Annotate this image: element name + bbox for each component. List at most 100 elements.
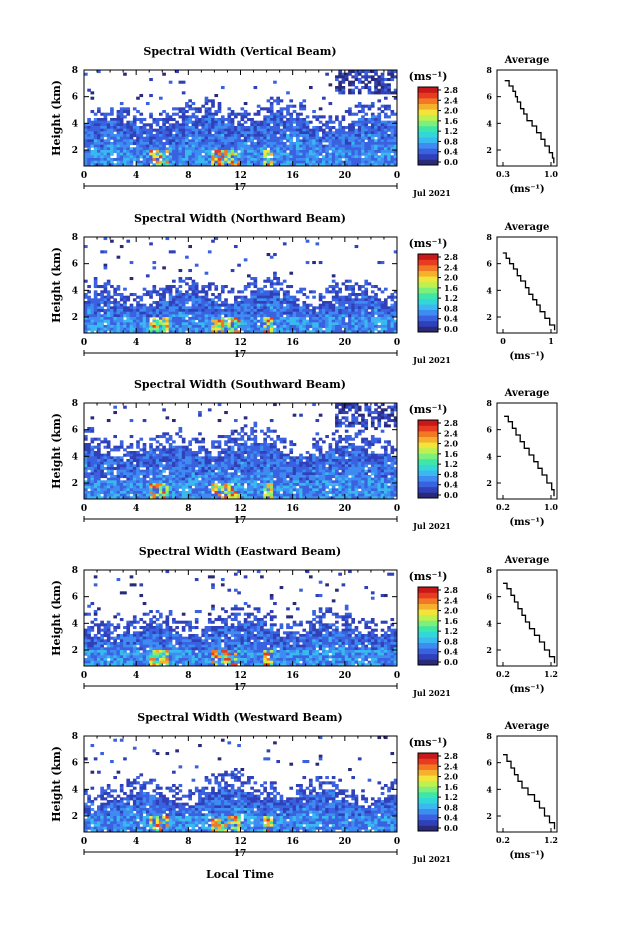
heatmap-cell: [204, 456, 209, 460]
heatmap-cell: [299, 330, 303, 334]
heatmap-cell: [204, 144, 209, 148]
heatmap-cell: [230, 163, 235, 167]
heatmap-cell: [253, 131, 258, 135]
heatmap-cell: [136, 163, 140, 167]
heatmap-cell: [276, 147, 281, 151]
heatmap-cell: [282, 325, 287, 329]
heatmap-cell: [279, 327, 284, 331]
heatmap-cell: [87, 429, 91, 433]
heatmap-cell: [292, 118, 297, 122]
heatmap-cell: [155, 303, 160, 307]
heatmap-cell: [175, 327, 179, 331]
heatmap-cell: [383, 158, 388, 162]
heatmap-cell: [168, 472, 173, 476]
heatmap-cell: [103, 282, 108, 286]
heatmap-cell: [168, 456, 173, 460]
heatmap-cell: [126, 475, 131, 479]
heatmap-cell: [198, 295, 202, 299]
heatmap-cell: [123, 152, 127, 156]
heatmap-cell: [312, 155, 316, 159]
heatmap-cell: [220, 451, 225, 455]
heatmap-cell: [338, 136, 342, 140]
heatmap-cell: [237, 443, 241, 447]
heatmap-cell: [266, 293, 271, 297]
heatmap-cell: [168, 126, 173, 130]
heatmap-cell: [370, 142, 375, 146]
heatmap-cell: [191, 152, 196, 156]
heatmap-cell: [103, 237, 108, 241]
heatmap-cell: [217, 477, 222, 481]
heatmap-cell: [87, 322, 91, 326]
heatmap-cell: [315, 155, 320, 159]
heatmap-cell: [380, 290, 385, 294]
heatmap-cell: [364, 298, 369, 302]
heatmap-cell: [217, 322, 222, 326]
heatmap-cell: [276, 102, 281, 106]
heatmap-cell: [227, 144, 232, 148]
heatmap-cell: [286, 325, 290, 329]
heatmap-cell: [354, 128, 359, 132]
heatmap-cell: [191, 123, 196, 127]
heatmap-cell: [247, 139, 251, 143]
heatmap-cell: [256, 445, 261, 449]
heatmap-cell: [136, 144, 140, 148]
heatmap-cell: [273, 155, 277, 159]
average-y-label: 4: [486, 285, 492, 295]
heatmap-cell: [113, 298, 117, 302]
heatmap-cell: [100, 155, 104, 159]
heatmap-cell: [276, 126, 281, 130]
x-tick-label: 20: [339, 338, 352, 348]
heatmap-cell: [351, 285, 356, 289]
heatmap-cell: [269, 317, 274, 321]
heatmap-cell: [292, 319, 297, 323]
heatmap-cell: [263, 464, 267, 468]
heatmap-cell: [335, 327, 339, 331]
heatmap-cell: [97, 144, 101, 148]
heatmap-cell: [168, 459, 173, 463]
heatmap-cell: [165, 493, 170, 497]
heatmap-cell: [260, 311, 264, 315]
heatmap-cell: [214, 301, 219, 305]
heatmap-cell: [325, 126, 329, 130]
heatmap-cell: [250, 319, 254, 323]
heatmap-cell: [302, 314, 307, 318]
heatmap-cell: [194, 298, 199, 302]
heatmap-cell: [178, 477, 183, 481]
heatmap-cell: [344, 152, 349, 156]
heatmap-cell: [357, 298, 362, 302]
heatmap-cell: [351, 128, 356, 132]
heatmap-cell: [279, 306, 284, 310]
heatmap-cell: [191, 279, 196, 283]
heatmap-cell: [387, 123, 391, 127]
colorbar-tick-label: 0.0: [444, 157, 458, 167]
heatmap-cell: [198, 134, 202, 138]
heatmap-cell: [204, 110, 209, 114]
heatmap-cell: [90, 493, 95, 497]
heatmap-cell: [129, 150, 134, 154]
heatmap-cell: [168, 314, 173, 318]
heatmap-cell: [302, 155, 307, 159]
average-y-label: 6: [486, 92, 492, 102]
heatmap-cell: [116, 469, 121, 473]
heatmap-cell: [240, 456, 245, 460]
heatmap-cell: [282, 144, 287, 148]
colorbar-unit: (ms⁻¹): [409, 237, 448, 250]
colorbar-tick-label: 0.8: [444, 136, 458, 146]
heatmap-cell: [377, 158, 382, 162]
heatmap-cell: [158, 472, 163, 476]
heatmap-cell: [273, 112, 277, 116]
x-tick-label: 16: [286, 338, 299, 348]
heatmap-cell: [175, 496, 179, 500]
heatmap-cell: [165, 112, 170, 116]
heatmap-cell: [266, 301, 271, 305]
heatmap-cell: [168, 325, 173, 329]
heatmap-cell: [269, 448, 274, 452]
heatmap-cell: [364, 86, 369, 90]
heatmap-cell: [204, 271, 209, 275]
heatmap-cell: [100, 120, 104, 124]
heatmap-cell: [383, 301, 388, 305]
heatmap-cell: [393, 327, 398, 331]
heatmap-cell: [142, 472, 147, 476]
heatmap-cell: [139, 456, 144, 460]
heatmap-cell: [273, 282, 277, 286]
